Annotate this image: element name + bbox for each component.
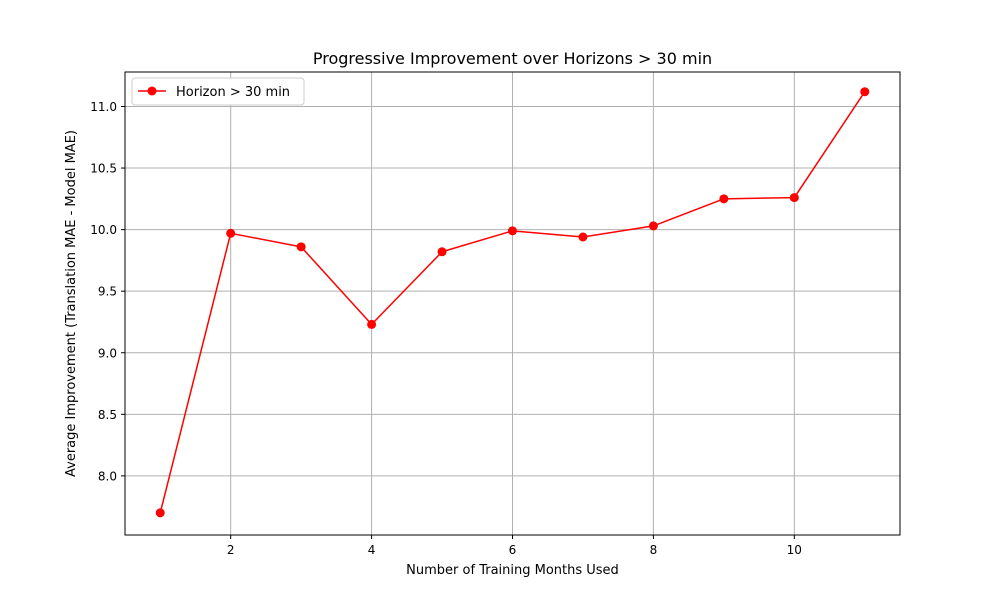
x-tick-label: 4: [368, 543, 376, 557]
x-tick-label: 6: [509, 543, 517, 557]
x-axis-ticks: 2 4 6 8 10: [227, 535, 802, 557]
legend-label: Horizon > 30 min: [176, 85, 290, 100]
data-point: [226, 228, 236, 238]
y-tick-label: 9.0: [98, 346, 117, 360]
y-tick-label: 9.5: [98, 285, 117, 299]
y-tick-label: 8.0: [98, 469, 117, 483]
data-point: [367, 319, 377, 329]
x-tick-label: 10: [787, 543, 802, 557]
data-point: [789, 193, 799, 203]
data-point: [296, 242, 306, 252]
y-tick-label: 10.0: [90, 223, 117, 237]
data-point: [437, 247, 447, 257]
chart-title: Progressive Improvement over Horizons > …: [313, 49, 712, 68]
legend: Horizon > 30 min: [131, 77, 305, 106]
y-axis-ticks: 8.0 8.5 9.0 9.5 10.0 10.5 11.0: [90, 100, 125, 483]
data-point: [648, 221, 658, 231]
plot-frame: [124, 71, 901, 536]
data-point: [578, 232, 588, 242]
legend-marker-swatch: [147, 86, 157, 96]
data-point: [860, 87, 870, 97]
x-axis-label: Number of Training Months Used: [406, 563, 619, 578]
y-tick-label: 11.0: [90, 100, 117, 114]
data-point: [155, 508, 165, 518]
y-axis-label: Average Improvement (Translation MAE - M…: [64, 130, 79, 477]
series-layer: [155, 87, 870, 518]
y-tick-label: 8.5: [98, 408, 117, 422]
data-point: [508, 226, 517, 236]
x-tick-label: 2: [227, 543, 235, 557]
legend-box: [131, 77, 305, 106]
data-point: [719, 194, 729, 204]
y-tick-label: 10.5: [90, 162, 117, 176]
x-tick-label: 8: [650, 543, 658, 557]
